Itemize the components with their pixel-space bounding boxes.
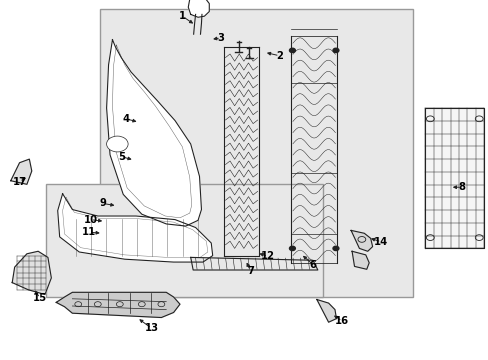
Circle shape bbox=[332, 246, 338, 251]
Text: 17: 17 bbox=[13, 177, 26, 187]
Text: 16: 16 bbox=[335, 316, 348, 326]
Text: 1: 1 bbox=[179, 11, 185, 21]
Bar bbox=[100, 9, 412, 297]
Text: 6: 6 bbox=[309, 260, 316, 270]
Circle shape bbox=[106, 136, 128, 152]
Text: 4: 4 bbox=[122, 114, 129, 124]
Text: 5: 5 bbox=[118, 152, 124, 162]
Polygon shape bbox=[188, 0, 209, 17]
Polygon shape bbox=[58, 194, 212, 262]
Polygon shape bbox=[106, 40, 201, 226]
Text: 11: 11 bbox=[81, 227, 96, 237]
Text: 13: 13 bbox=[144, 323, 158, 333]
Polygon shape bbox=[316, 300, 336, 322]
Polygon shape bbox=[190, 257, 317, 270]
Text: 12: 12 bbox=[261, 251, 274, 261]
Text: 7: 7 bbox=[246, 266, 253, 276]
Polygon shape bbox=[12, 251, 51, 294]
Text: 10: 10 bbox=[83, 215, 97, 225]
Text: 3: 3 bbox=[217, 33, 224, 43]
Text: 14: 14 bbox=[373, 237, 388, 247]
Text: 15: 15 bbox=[33, 293, 47, 303]
Bar bbox=[46, 184, 322, 297]
Circle shape bbox=[332, 48, 338, 53]
Text: 8: 8 bbox=[458, 182, 465, 192]
Circle shape bbox=[289, 48, 295, 53]
Polygon shape bbox=[350, 230, 372, 251]
Polygon shape bbox=[11, 159, 32, 184]
Circle shape bbox=[289, 246, 295, 251]
Polygon shape bbox=[351, 251, 368, 269]
Text: 2: 2 bbox=[276, 51, 283, 61]
Text: 9: 9 bbox=[99, 198, 106, 208]
Polygon shape bbox=[425, 108, 483, 248]
Polygon shape bbox=[56, 292, 180, 318]
